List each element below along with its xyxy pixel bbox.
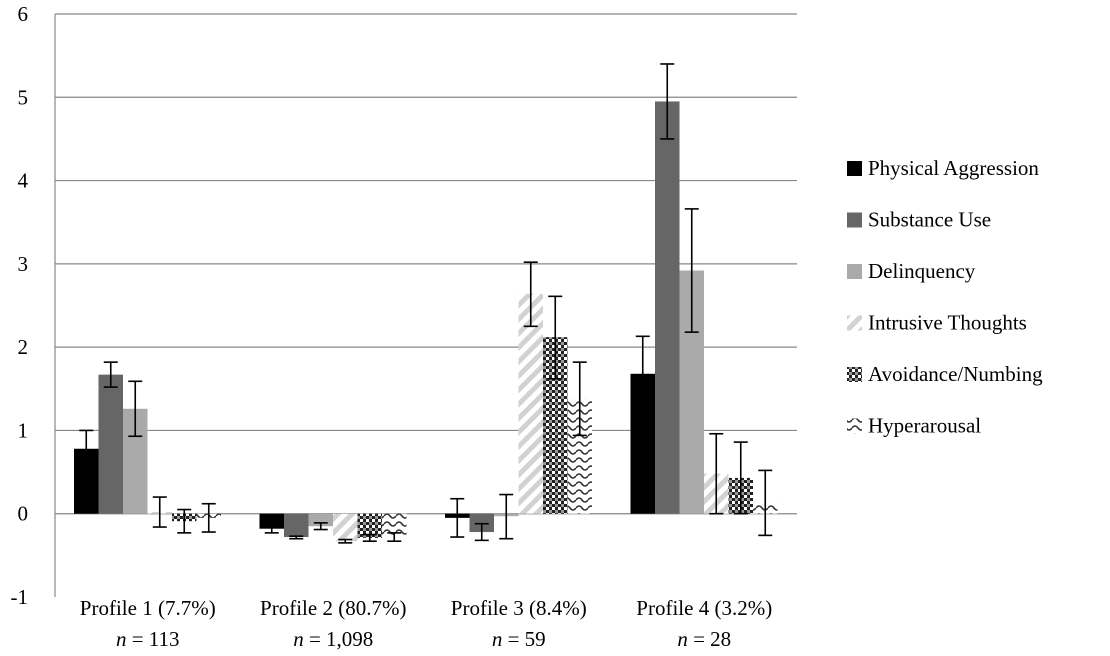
legend-label: Hyperarousal — [868, 414, 981, 438]
n-value: = 59 — [502, 627, 545, 651]
bar-intrusive-thoughts — [518, 293, 543, 514]
legend-swatch — [847, 367, 862, 382]
legend-label: Substance Use — [868, 208, 991, 232]
y-tick-label: -1 — [11, 585, 29, 609]
n-value: = 113 — [126, 627, 179, 651]
y-tick-label: 6 — [18, 2, 29, 26]
y-tick-label: 2 — [18, 335, 29, 359]
legend-swatch — [847, 315, 862, 331]
legend-swatch — [847, 161, 862, 176]
legend: Physical Aggression Substance Use Delinque… — [847, 156, 1043, 438]
legend-swatch — [847, 418, 862, 434]
n-symbol: n — [492, 627, 503, 651]
y-tick-label: 4 — [18, 169, 29, 193]
n-symbol: n — [293, 627, 304, 651]
y-tick-label: 5 — [18, 85, 29, 109]
bar-substance-use — [655, 101, 680, 514]
category-n-label: n = 59 — [492, 627, 546, 651]
legend-label: Intrusive Thoughts — [868, 311, 1027, 335]
legend-swatch — [847, 264, 862, 279]
axis-labels: -1 0 1 2 3 4 5 6 Profile 1 (7.7%) n = 113 Profile … — [11, 2, 773, 651]
category-n-label: n = 113 — [116, 627, 180, 651]
bar-intrusive-thoughts — [333, 513, 358, 542]
n-symbol: n — [677, 627, 688, 651]
y-tick-label: 0 — [18, 502, 29, 526]
bar-hyperarousal — [382, 513, 407, 538]
legend-label: Avoidance/Numbing — [868, 362, 1043, 386]
category-n-label: n = 28 — [677, 627, 731, 651]
bars — [74, 101, 778, 542]
n-value: = 1,098 — [304, 627, 374, 651]
n-value: = 28 — [688, 627, 731, 651]
y-tick-label: 3 — [18, 252, 29, 276]
bar-substance-use — [284, 513, 309, 538]
bar-substance-use — [469, 513, 494, 533]
error-bars — [79, 63, 773, 544]
category-label: Profile 2 (80.7%) — [260, 596, 406, 620]
category-label: Profile 4 (3.2%) — [636, 596, 772, 620]
legend-label: Delinquency — [868, 259, 976, 283]
bar-substance-use — [98, 374, 123, 514]
category-label: Profile 3 (8.4%) — [451, 596, 587, 620]
category-label: Profile 1 (7.7%) — [80, 596, 216, 620]
legend-label: Physical Aggression — [868, 156, 1039, 180]
y-tick-label: 1 — [18, 418, 29, 442]
legend-swatch — [847, 212, 862, 228]
n-symbol: n — [116, 627, 127, 651]
category-n-label: n = 1,098 — [293, 627, 373, 651]
